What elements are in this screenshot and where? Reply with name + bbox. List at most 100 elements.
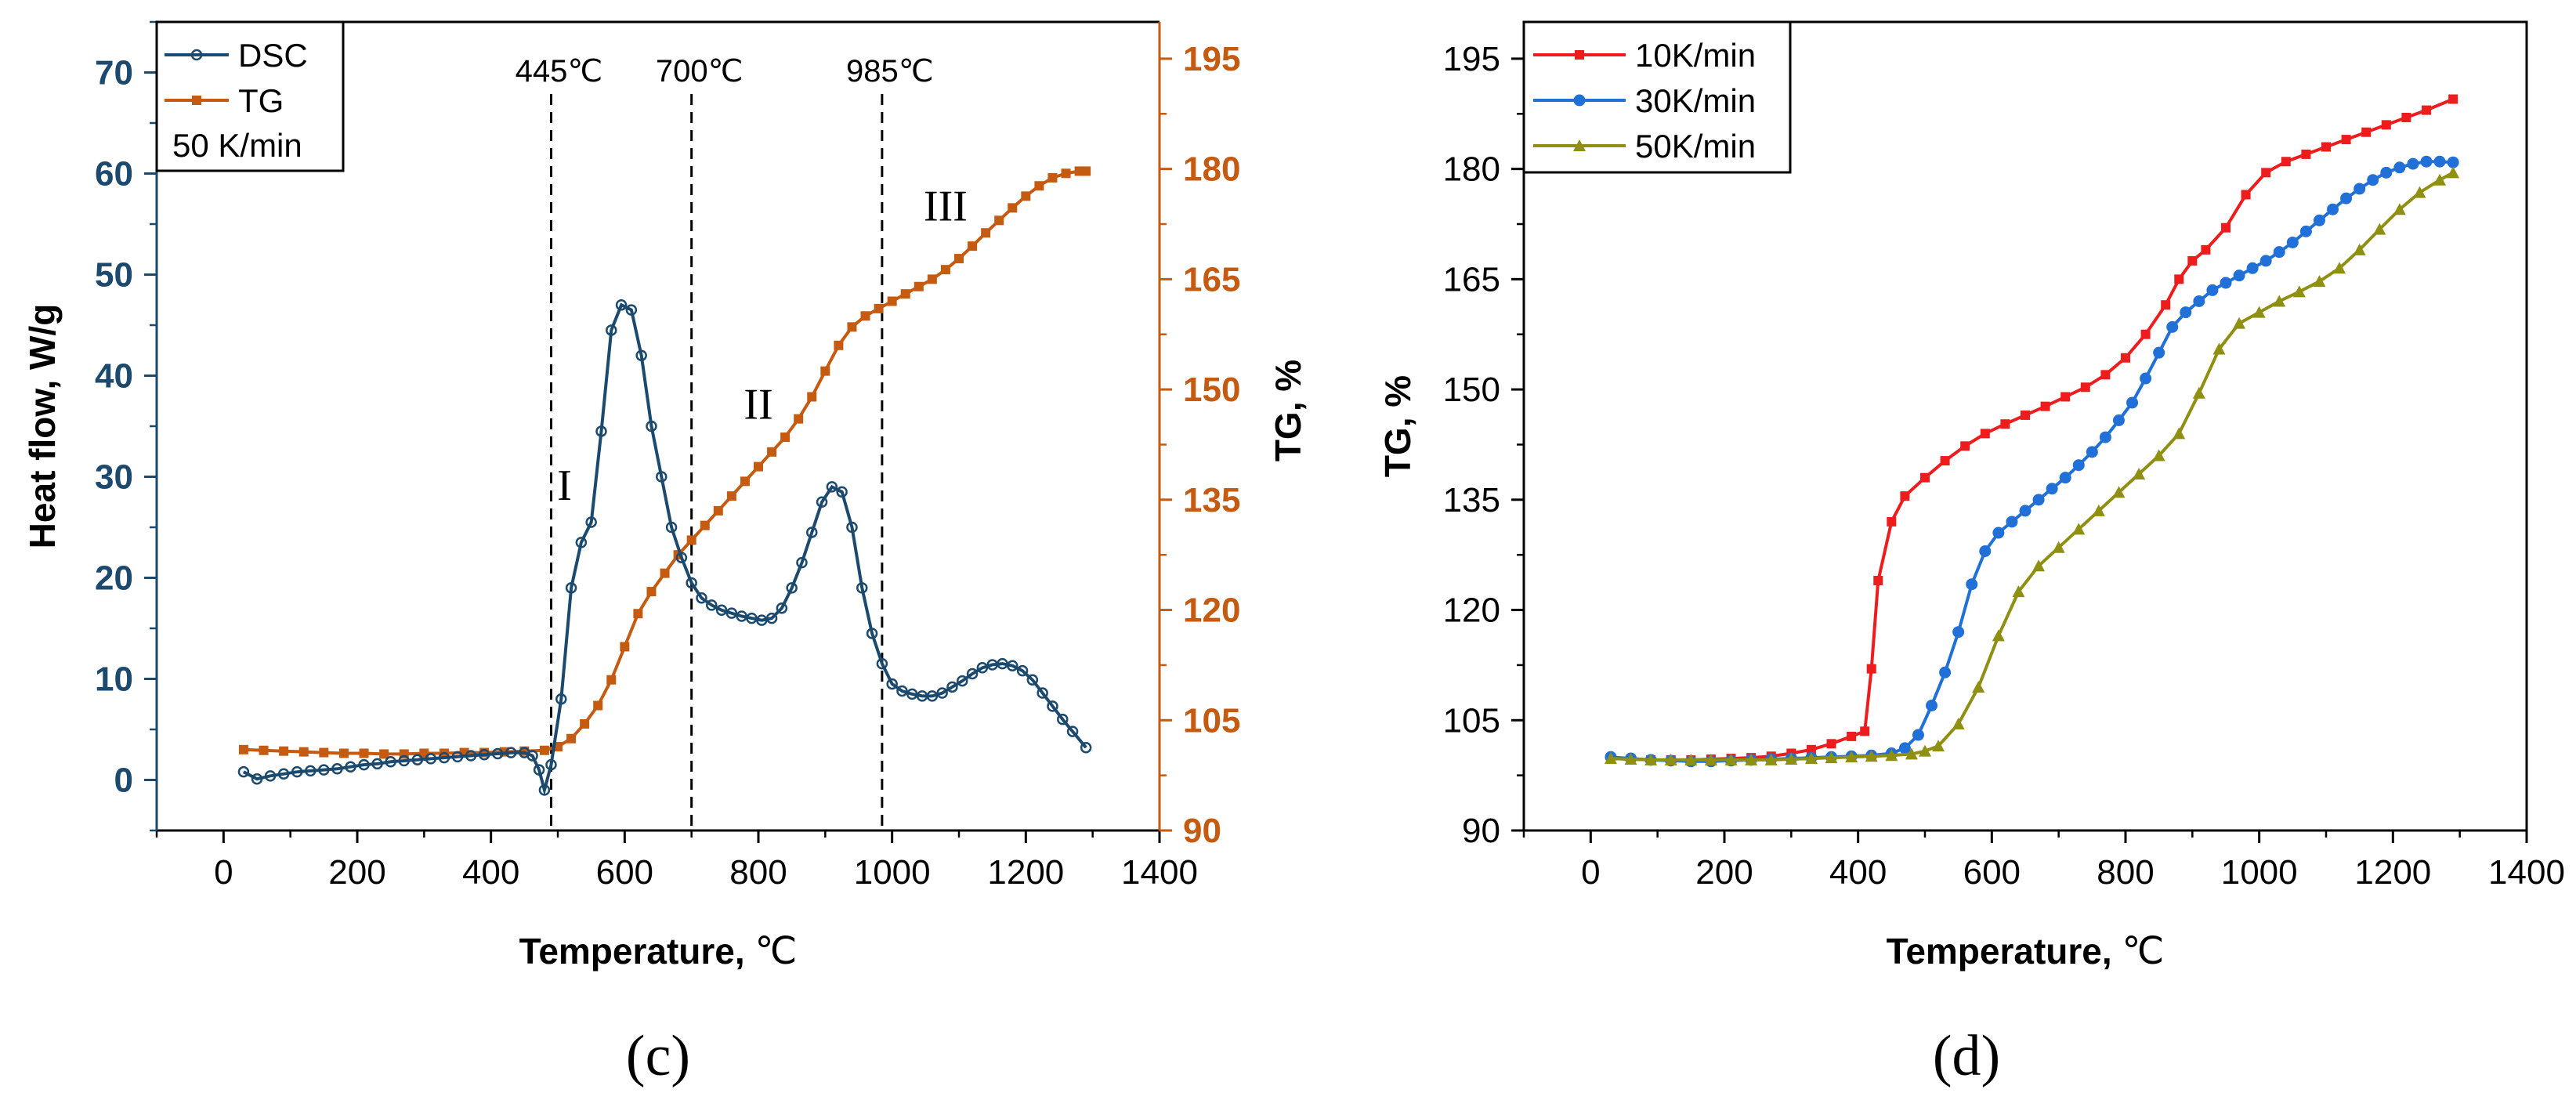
series-30k-point — [1926, 700, 1938, 712]
dsc-point — [371, 758, 383, 770]
tg-point — [359, 748, 369, 758]
tg-point — [834, 340, 844, 350]
dsc-point — [491, 747, 504, 760]
y-tick-label: 70 — [95, 54, 133, 92]
x-axis-title: Temperature, ℃ — [519, 931, 798, 972]
tg-point — [646, 587, 657, 597]
tg-point — [633, 609, 643, 619]
legend-10k-marker — [1575, 50, 1584, 60]
dsc-point — [966, 668, 979, 680]
dsc-point — [625, 304, 638, 316]
dsc-point — [465, 750, 477, 762]
series-50k-point — [2393, 203, 2406, 215]
y-tick-label: 40 — [95, 357, 133, 396]
tg-point — [1081, 166, 1091, 176]
tg-point — [660, 568, 670, 578]
tg-point — [566, 733, 577, 744]
dsc-point — [856, 582, 868, 594]
tg-point — [807, 392, 817, 402]
dsc-point — [715, 604, 728, 617]
tg-point — [860, 311, 870, 321]
series-10k-point — [2401, 112, 2411, 122]
series-30k-point — [2059, 472, 2071, 484]
series-10k-point — [1806, 744, 1816, 754]
legend: DSC TG 50 K/min — [155, 20, 345, 172]
series-50k-point — [2433, 173, 2447, 186]
tg-point — [606, 675, 617, 685]
series-50k-point — [2152, 449, 2165, 461]
tg-point — [994, 215, 1004, 226]
y-tick-label: 20 — [95, 559, 133, 598]
tg-point — [900, 289, 910, 299]
dsc-point — [826, 481, 838, 493]
series-50k-point — [2233, 317, 2246, 329]
series-10k-point — [2301, 149, 2311, 159]
tg-point — [726, 491, 736, 501]
series-50k-point — [2072, 523, 2086, 535]
tg-point — [1008, 203, 1018, 213]
series-30k-point — [2393, 161, 2406, 174]
dsc-point — [345, 761, 356, 773]
series-30k-point — [2353, 183, 2366, 195]
series-30k-point — [2447, 156, 2459, 168]
dsc-series-line — [242, 302, 1087, 797]
series-50k-point — [2413, 186, 2426, 198]
dsc-point — [545, 758, 557, 771]
dsc-point — [565, 582, 577, 594]
series-30k-point — [2299, 225, 2312, 237]
x-tick-label: 800 — [2097, 853, 2154, 892]
series-50k-point — [2313, 275, 2326, 288]
panel-label: (d) — [1933, 1024, 2000, 1088]
series-30k-point — [1912, 729, 1924, 741]
series-50k-point — [1604, 752, 1617, 765]
series-50k-point — [1724, 753, 1738, 765]
dsc-point — [575, 537, 588, 548]
series-30k-point — [2166, 320, 2179, 333]
series-30k-point — [2126, 396, 2139, 409]
y-tick-label: 105 — [1443, 701, 1500, 740]
legend-50k-label: 50K/min — [1635, 128, 1756, 165]
series-30k-point — [2340, 192, 2353, 204]
y-tick-label: 180 — [1443, 150, 1500, 189]
panel-label: (c) — [626, 1024, 690, 1088]
series-30k-point — [2367, 174, 2379, 186]
tg-point — [298, 747, 309, 757]
legend-dsc-marker — [190, 49, 203, 61]
x-tick-label: 600 — [596, 853, 653, 892]
tg-point — [580, 718, 590, 729]
series-10k-point — [2241, 190, 2251, 200]
series-10k-point — [2060, 392, 2071, 402]
y2-tick-label: 90 — [1183, 812, 1221, 850]
series-10k-line — [1610, 97, 2454, 762]
series-10k-point — [1873, 576, 1883, 586]
series-30k-point — [2233, 270, 2245, 282]
series-50k-point — [2273, 295, 2286, 307]
series-50k-point — [2032, 559, 2046, 572]
series-10k-point — [2174, 274, 2184, 284]
dsc-point — [846, 521, 858, 534]
x-tick-label: 1200 — [2354, 853, 2431, 892]
dsc-point — [796, 556, 808, 569]
x-axis-title: Temperature, ℃ — [1887, 931, 2165, 972]
region-label: I — [557, 461, 572, 510]
dsc-point — [765, 612, 778, 624]
tg-point — [847, 322, 857, 332]
dsc-point — [776, 602, 788, 614]
tg-point — [620, 642, 630, 652]
y-tick-label: 150 — [1443, 371, 1500, 409]
transition-label: 700℃ — [656, 54, 743, 89]
x-tick-label: 800 — [729, 853, 787, 892]
dsc-point — [656, 471, 668, 483]
dsc-point — [318, 764, 330, 776]
y2-tick-label: 165 — [1183, 260, 1240, 299]
series-50k-point — [2252, 306, 2266, 318]
dsc-point — [816, 496, 828, 508]
series-10k-point — [2381, 120, 2391, 130]
transition-label: 985℃ — [846, 54, 934, 89]
series-10k-point — [1960, 441, 1970, 451]
series-30k-point — [2072, 459, 2085, 472]
dsc-point — [1047, 700, 1058, 712]
dsc-point — [264, 770, 277, 782]
series-50k-point — [1644, 753, 1658, 765]
